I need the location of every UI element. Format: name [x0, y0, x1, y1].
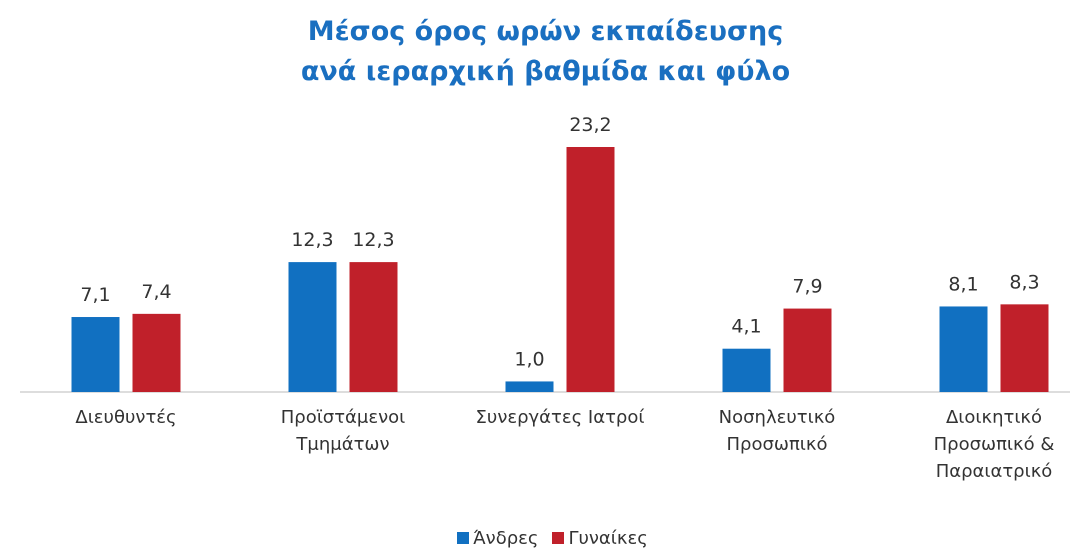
value-label: 8,3	[1009, 271, 1039, 293]
x-tick-label: Νοσηλευτικό Προσωπικό	[718, 407, 836, 455]
bar	[505, 381, 554, 392]
value-label: 12,3	[352, 229, 394, 251]
legend: Άνδρες Γυναίκες	[0, 528, 1091, 549]
chart-title: Μέσος όρος ωρών εκπαίδευσης ανά ιεραρχικ…	[300, 16, 791, 87]
bar	[132, 313, 181, 392]
value-label: 23,2	[569, 114, 611, 136]
value-label: 7,9	[792, 276, 822, 298]
value-label: 12,3	[291, 229, 333, 251]
value-label: 7,1	[80, 284, 110, 306]
bar	[566, 147, 615, 392]
x-tick-label: Διευθυντές	[75, 407, 177, 428]
bar	[722, 348, 771, 392]
legend-label: Γυναίκες	[568, 528, 648, 549]
bar	[71, 317, 120, 392]
x-tick-label: Προϊστάμενοι Τμημάτων	[280, 407, 406, 455]
value-label: 8,1	[948, 273, 978, 295]
bar	[939, 306, 988, 392]
value-label: 4,1	[731, 316, 761, 338]
legend-label: Άνδρες	[473, 528, 539, 549]
value-label: 1,0	[514, 348, 544, 370]
bar	[288, 262, 337, 392]
bar	[783, 308, 832, 392]
x-tick-label: Συνεργάτες Ιατροί	[475, 407, 645, 428]
value-label: 7,4	[141, 281, 171, 303]
legend-swatch	[457, 532, 470, 544]
bar	[1000, 304, 1049, 392]
bar	[349, 262, 398, 392]
legend-swatch	[552, 532, 565, 544]
x-tick-label: Διοικητικό Προσωπικό & Παραιατρικό	[933, 407, 1055, 482]
